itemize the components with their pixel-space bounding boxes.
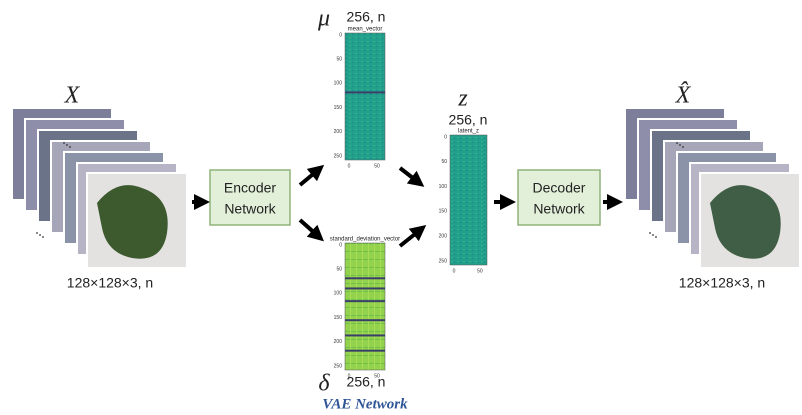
x-tick-label: 0: [453, 268, 456, 274]
y-tick-label: 50: [336, 267, 342, 273]
ellipsis-dot: [649, 232, 651, 234]
decoder-label: Decoder: [533, 180, 586, 196]
y-tick-label: 250: [439, 258, 448, 264]
heatmap: [450, 135, 487, 265]
ellipsis-dot: [679, 144, 681, 146]
y-tick-label: 0: [444, 134, 447, 140]
ellipsis-dot: [36, 232, 38, 234]
ellipsis-dot: [682, 146, 684, 148]
y-tick-label: 100: [334, 81, 343, 87]
mean-symbol: μ: [317, 6, 330, 32]
ellipsis-dot: [66, 144, 68, 146]
y-tick-label: 50: [336, 57, 342, 63]
y-tick-label: 50: [441, 159, 447, 165]
y-tick-label: 250: [334, 153, 343, 159]
encoder-box: [210, 170, 290, 225]
plot-title: mean_vector: [348, 27, 383, 33]
output-symbol: X̂: [675, 82, 692, 109]
plot-title: latent_z: [458, 129, 479, 135]
input-symbol: X: [64, 83, 81, 109]
heatmap-stripe: [345, 350, 385, 352]
y-tick-label: 150: [334, 105, 343, 111]
ellipsis-dot: [652, 234, 654, 236]
ellipsis-dot: [63, 142, 65, 144]
ellipsis-dot: [69, 146, 71, 148]
latent-shape: 256, n: [449, 112, 488, 128]
encoder-label: Network: [224, 201, 276, 217]
ellipsis-dot: [39, 234, 41, 236]
vae-diagram: mean_vector050100150200250050standard_de…: [0, 0, 802, 415]
y-tick-label: 250: [334, 363, 343, 369]
y-tick-label: 0: [339, 242, 342, 248]
heatmap-stripe: [345, 319, 385, 321]
y-tick-label: 200: [439, 234, 448, 240]
heatmap-stripe: [345, 334, 385, 336]
heatmap-stripe: [345, 287, 385, 289]
y-tick-label: 200: [334, 129, 343, 135]
x-tick-label: 0: [348, 163, 351, 169]
y-tick-label: 0: [339, 32, 342, 38]
heatmap-stripe: [345, 277, 385, 279]
decoder-box: [518, 170, 600, 225]
input-shape: 128×128×3, n: [67, 275, 153, 291]
output-shape: 128×128×3, n: [679, 275, 765, 291]
decoder-label: Network: [533, 201, 585, 217]
caption: VAE Network: [322, 396, 408, 412]
y-tick-label: 150: [334, 315, 343, 321]
ellipsis-dot: [42, 236, 44, 238]
ellipsis-dot: [676, 142, 678, 144]
heatmap: [345, 33, 385, 160]
std-shape: 256, n: [347, 374, 386, 390]
x-tick-label: 50: [374, 163, 380, 169]
y-tick-label: 100: [334, 291, 343, 297]
std-symbol: δ: [318, 371, 330, 397]
x-tick-label: 50: [477, 268, 483, 274]
y-tick-label: 100: [439, 184, 448, 190]
mean-shape: 256, n: [347, 9, 386, 25]
y-tick-label: 150: [439, 209, 448, 215]
encoder-label: Encoder: [224, 180, 276, 196]
heatmap-stripe: [345, 300, 385, 302]
heatmap-stripe: [345, 91, 385, 93]
latent-symbol: z: [457, 86, 468, 112]
ellipsis-dot: [655, 236, 657, 238]
y-tick-label: 200: [334, 339, 343, 345]
